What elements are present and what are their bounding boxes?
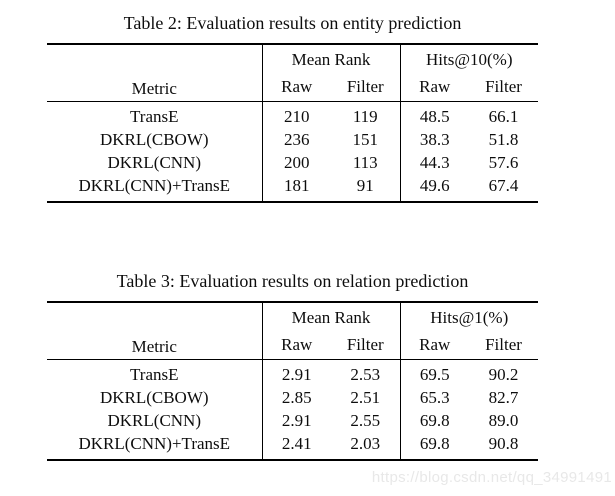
metric-column-header: Metric	[131, 79, 177, 98]
table-row: DKRL(CNN) 200 113 44.3 57.6	[47, 151, 538, 174]
value-cell: 200	[261, 151, 331, 174]
value-cell: 2.91	[261, 359, 331, 386]
value-cell: 119	[331, 101, 400, 128]
sub-header-raw: Raw	[399, 330, 469, 360]
metric-cell: DKRL(CNN)+TransE	[78, 433, 231, 453]
value-cell: 210	[261, 101, 331, 128]
table-row: DKRL(CNN) 2.91 2.55 69.8 89.0	[47, 409, 538, 432]
metric-cell: DKRL(CBOW)	[99, 387, 209, 407]
table-2-header: Metric Mean Rank Hits@10(%) Raw Filter R…	[47, 44, 538, 102]
mean-rank-group-header: Mean Rank	[261, 44, 400, 72]
value-cell: 2.91	[261, 409, 331, 432]
value-cell: 2.03	[350, 433, 381, 453]
table-row: DKRL(CNN)+TransE 181 91 49.6 67.4	[47, 174, 538, 202]
value-cell: 90.8	[488, 433, 519, 453]
sub-header-filter: Filter	[485, 334, 522, 354]
table-row: TransE 210 119 48.5 66.1	[47, 101, 538, 128]
sub-header-raw: Raw	[261, 330, 331, 360]
sub-header-raw: Raw	[261, 72, 331, 102]
metric-cell: DKRL(CNN)	[107, 410, 202, 430]
entity-prediction-table-block: Table 2: Evaluation results on entity pr…	[47, 10, 538, 203]
value-cell: 49.6	[399, 174, 469, 202]
value-cell: 2.85	[261, 386, 331, 409]
value-cell: 67.4	[488, 175, 519, 195]
table-row: DKRL(CBOW) 236 151 38.3 51.8	[47, 128, 538, 151]
sub-header-filter: Filter	[346, 334, 384, 354]
table-2-body: TransE 210 119 48.5 66.1 DKRL(CBOW) 236 151 38.3…	[47, 101, 538, 202]
value-cell: 82.7	[488, 387, 519, 407]
relation-prediction-table-block: Table 3: Evaluation results on relation …	[47, 268, 538, 461]
entity-prediction-table: Metric Mean Rank Hits@10(%) Raw Filter R…	[47, 43, 538, 203]
value-cell: 2.53	[331, 359, 400, 386]
metric-cell: TransE	[47, 101, 262, 128]
value-cell: 48.5	[399, 101, 469, 128]
value-cell: 89.0	[488, 410, 519, 430]
value-cell: 69.8	[399, 432, 469, 460]
value-cell: 2.55	[350, 410, 381, 430]
mean-rank-group-header: Mean Rank	[261, 302, 400, 330]
table-3-header: Metric Mean Rank Hits@1(%) Raw Filter Ra…	[47, 302, 538, 360]
value-cell: 2.41	[261, 432, 331, 460]
value-cell: 38.3	[399, 128, 469, 151]
metric-cell: DKRL(CNN)	[107, 152, 202, 172]
sub-header-filter: Filter	[346, 76, 384, 96]
value-cell: 236	[261, 128, 331, 151]
value-cell: 57.6	[488, 152, 519, 172]
value-cell: 51.8	[488, 129, 519, 149]
metric-cell: DKRL(CNN)+TransE	[78, 175, 231, 195]
table-row: DKRL(CNN)+TransE 2.41 2.03 69.8 90.8	[47, 432, 538, 460]
value-cell: 113	[352, 152, 378, 172]
sub-header-filter: Filter	[485, 76, 522, 96]
metric-cell: TransE	[47, 359, 262, 386]
csdn-watermark: https://blog.csdn.net/qq_34991491	[371, 469, 612, 486]
value-cell: 69.8	[399, 409, 469, 432]
hits-group-header: Hits@1(%)	[399, 302, 538, 330]
value-cell: 90.2	[469, 359, 538, 386]
table-3-caption: Table 3: Evaluation results on relation …	[116, 271, 469, 291]
table-row: TransE 2.91 2.53 69.5 90.2	[47, 359, 538, 386]
metric-column-header: Metric	[131, 337, 177, 356]
table-2-caption: Table 2: Evaluation results on entity pr…	[123, 13, 462, 33]
value-cell: 44.3	[399, 151, 469, 174]
metric-cell: DKRL(CBOW)	[99, 129, 209, 149]
value-cell: 181	[261, 174, 331, 202]
table-row: DKRL(CBOW) 2.85 2.51 65.3 82.7	[47, 386, 538, 409]
relation-prediction-table: Metric Mean Rank Hits@1(%) Raw Filter Ra…	[47, 301, 538, 461]
value-cell: 65.3	[399, 386, 469, 409]
value-cell: 2.51	[350, 387, 381, 407]
value-cell: 66.1	[469, 101, 538, 128]
table-3-body: TransE 2.91 2.53 69.5 90.2 DKRL(CBOW) 2.85 2.51…	[47, 359, 538, 460]
sub-header-raw: Raw	[399, 72, 469, 102]
value-cell: 151	[352, 129, 379, 149]
value-cell: 69.5	[399, 359, 469, 386]
value-cell: 91	[356, 175, 374, 195]
hits-group-header: Hits@10(%)	[399, 44, 538, 72]
